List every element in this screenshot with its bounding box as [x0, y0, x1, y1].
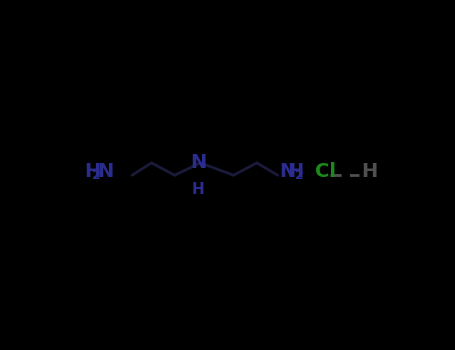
- Text: N: N: [279, 162, 296, 181]
- Text: 2: 2: [295, 169, 303, 182]
- Text: 2: 2: [92, 169, 101, 182]
- Text: Cl: Cl: [315, 162, 336, 181]
- Text: H: H: [287, 162, 303, 181]
- Text: H: H: [84, 162, 100, 181]
- Text: H: H: [192, 182, 204, 197]
- Text: N: N: [97, 162, 113, 181]
- Text: N: N: [190, 153, 206, 173]
- Text: H: H: [361, 162, 378, 181]
